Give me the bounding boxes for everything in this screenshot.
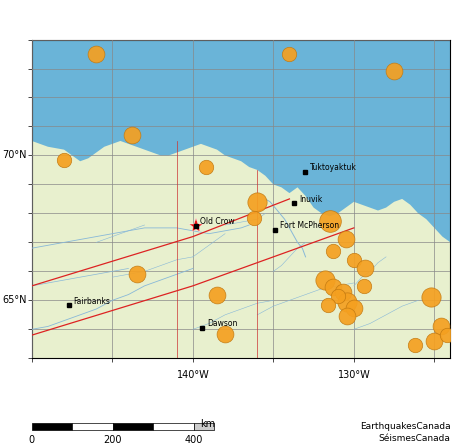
Point [61, 156, 68, 163]
Text: Dawson: Dawson [207, 319, 237, 328]
Text: Old Crow: Old Crow [200, 217, 235, 227]
Text: 130°W: 130°W [338, 370, 370, 380]
Point [444, 332, 451, 339]
Point [321, 277, 329, 284]
Polygon shape [265, 152, 357, 199]
Text: 400: 400 [184, 435, 203, 445]
Text: 200: 200 [103, 435, 122, 445]
Point [361, 265, 369, 272]
Point [213, 291, 221, 298]
Text: EarthquakesCanada
SéismesCanada: EarthquakesCanada SéismesCanada [360, 422, 450, 443]
Point [428, 294, 435, 301]
Point [339, 288, 346, 295]
Point [202, 164, 209, 171]
Point [342, 236, 349, 243]
Point [250, 214, 258, 221]
Polygon shape [32, 39, 450, 242]
Point [411, 342, 419, 349]
Point [324, 301, 332, 308]
Point [344, 313, 351, 320]
Text: 0: 0 [29, 435, 35, 445]
Text: 140°W: 140°W [177, 370, 209, 380]
Point [329, 248, 337, 255]
Text: 65°N: 65°N [3, 295, 27, 305]
Point [390, 68, 398, 75]
Text: km: km [200, 419, 215, 429]
Point [329, 284, 337, 291]
Point [431, 337, 438, 345]
Point [253, 198, 261, 205]
Point [93, 51, 100, 58]
Text: Fairbanks: Fairbanks [73, 296, 110, 306]
Text: Tuktoyaktuk: Tuktoyaktuk [309, 163, 356, 172]
Text: 70°N: 70°N [3, 151, 27, 160]
Point [326, 217, 334, 224]
Text: Inuvik: Inuvik [299, 194, 322, 203]
Point [350, 256, 358, 263]
Point [360, 282, 367, 289]
Point [344, 298, 351, 305]
Point [286, 51, 293, 58]
Point [437, 323, 445, 330]
Point [334, 292, 341, 299]
Point [128, 131, 135, 139]
Point [222, 330, 229, 337]
Point [350, 304, 358, 311]
Point [133, 271, 140, 278]
Text: Fort McPherson: Fort McPherson [280, 221, 339, 231]
